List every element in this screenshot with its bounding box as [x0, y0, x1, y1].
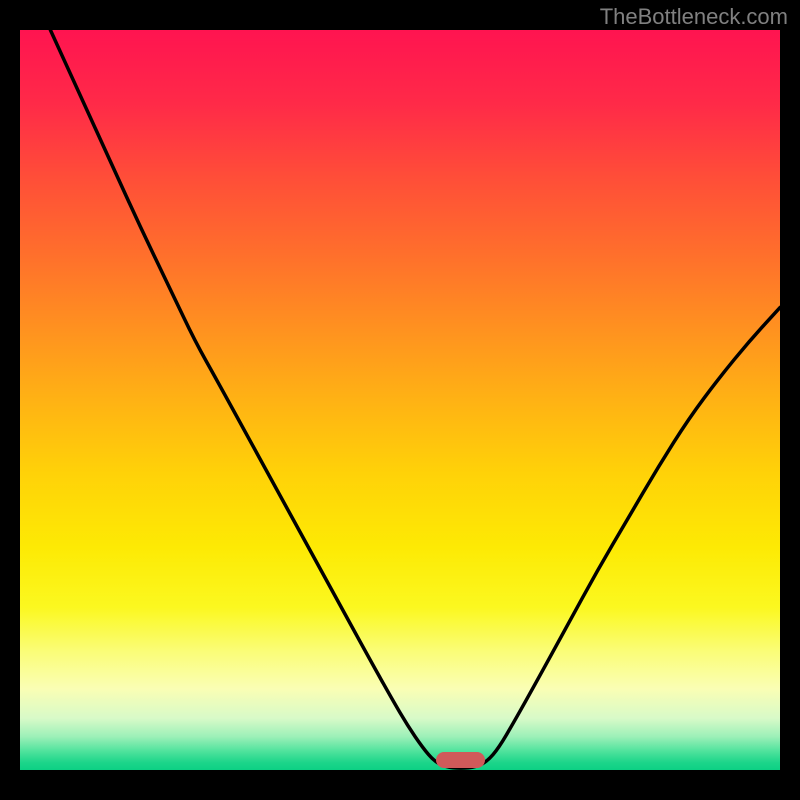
watermark-text: TheBottleneck.com — [600, 4, 788, 30]
optimal-marker — [436, 752, 485, 768]
bottleneck-chart — [20, 30, 780, 770]
bottleneck-curve — [20, 30, 780, 770]
